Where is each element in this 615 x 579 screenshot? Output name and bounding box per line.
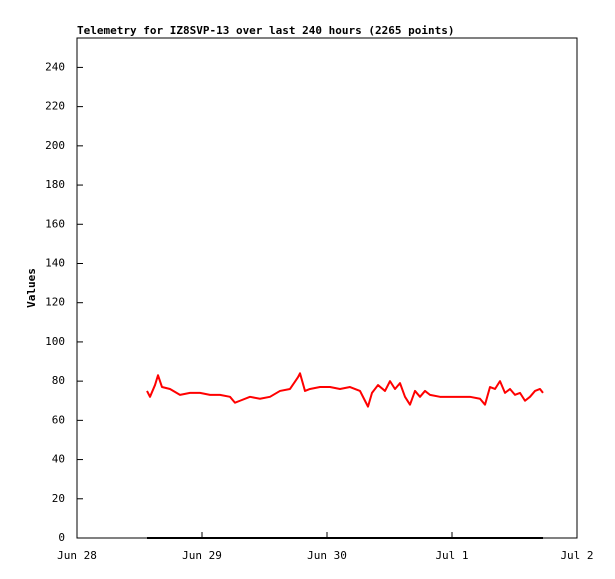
y-tick-label: 0	[58, 531, 65, 544]
x-tick-label: Jul 1	[435, 549, 468, 562]
y-tick-label: 60	[52, 413, 65, 426]
plot-frame	[76, 37, 578, 539]
y-tick-label: 100	[45, 335, 65, 348]
y-tick-label: 160	[45, 217, 65, 230]
y-tick-label: 140	[45, 256, 65, 269]
chart-title: Telemetry for IZ8SVP-13 over last 240 ho…	[77, 24, 455, 37]
y-tick-label: 200	[45, 139, 65, 152]
x-tick-label: Jun 30	[307, 549, 347, 562]
y-tick-label: 180	[45, 178, 65, 191]
x-tick-label: Jun 28	[57, 549, 97, 562]
series-line	[146, 372, 544, 408]
y-tick-label: 220	[45, 100, 65, 113]
y-tick-label: 80	[52, 374, 65, 387]
y-tick-label: 40	[52, 453, 65, 466]
x-tick-label: Jun 29	[182, 549, 222, 562]
y-tick-label: 120	[45, 296, 65, 309]
y-tick-label: 240	[45, 60, 65, 73]
y-axis-label: Values	[25, 268, 38, 308]
x-tick-label: Jul 2	[560, 549, 593, 562]
y-tick-label: 20	[52, 492, 65, 505]
